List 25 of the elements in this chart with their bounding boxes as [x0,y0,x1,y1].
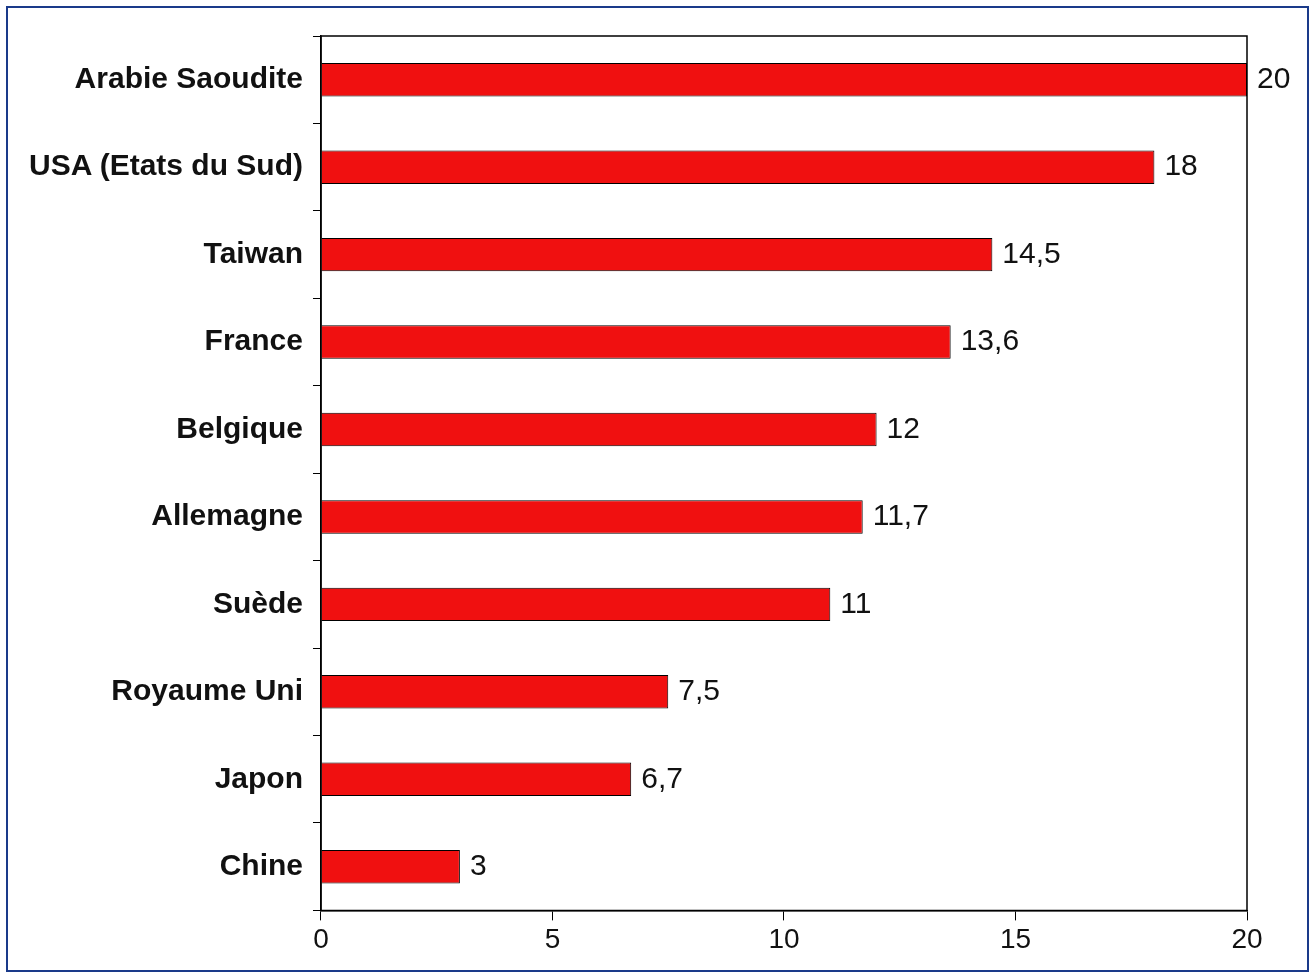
y-tick-label: Japon [214,760,303,794]
y-tick-label: Suède [212,585,303,619]
y-tick-label: France [204,323,303,357]
x-tick-label: 15 [999,922,1032,954]
y-tick-label: Belgique [176,410,303,444]
x-tick-label: 20 [1231,922,1263,954]
data-label: 13,6 [960,323,1020,357]
data-label: 14,5 [1002,235,1061,269]
data-label: 3 [469,847,487,881]
data-label: 11 [840,585,872,619]
data-label: 12 [886,410,920,444]
x-tick-label: 10 [768,922,800,954]
y-tick-label: USA (Etats du Sud) [29,148,303,182]
y-tick-label: Arabie Saoudite [74,60,303,94]
data-label: 11,7 [872,498,929,532]
x-tick-label: 0 [313,922,329,954]
y-tick-label: Royaume Uni [111,673,303,707]
data-label: 20 [1257,60,1291,94]
data-label: 6,7 [641,760,683,794]
y-tick-label: Chine [219,847,303,881]
y-tick-label: Taiwan [203,235,303,269]
data-label: 7,5 [678,673,720,707]
data-label: 18 [1164,148,1198,182]
x-tick-label: 5 [544,922,561,954]
y-tick-label: Allemagne [151,498,303,532]
